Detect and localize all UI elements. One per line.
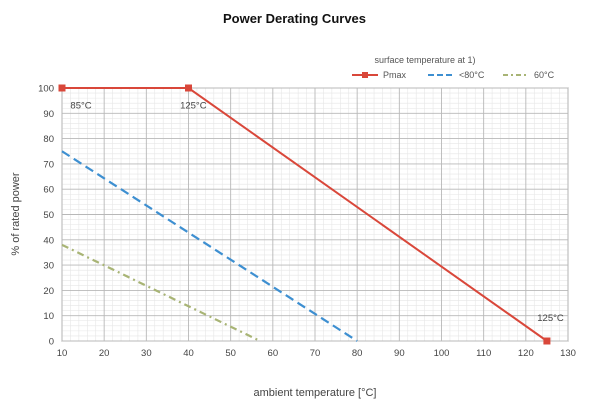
- x-axis-label: ambient temperature [°C]: [253, 387, 376, 399]
- data-point-marker: [543, 337, 551, 345]
- y-tick-label: 20: [43, 286, 54, 297]
- annotation-label: 125°C: [180, 101, 207, 112]
- legend-entry: 60°C: [534, 70, 555, 80]
- y-tick-label: 0: [49, 337, 54, 348]
- annotations: 85°C 125°C 125°C: [70, 101, 563, 325]
- grid: [61, 87, 569, 342]
- y-tick-label: 30: [43, 261, 54, 272]
- x-tick-label: 130: [560, 348, 576, 359]
- x-tick-label: 120: [518, 348, 534, 359]
- x-tick-label: 10: [57, 348, 68, 359]
- x-tick-label: 20: [99, 348, 110, 359]
- legend-entry: Pmax: [383, 70, 407, 80]
- x-tick-label: 100: [434, 348, 450, 359]
- x-tick-label: 70: [310, 348, 321, 359]
- x-tick-label: 30: [141, 348, 152, 359]
- series-line-60c: [61, 243, 261, 342]
- x-tick-label: 80: [352, 348, 363, 359]
- data-point-marker: [58, 84, 66, 92]
- y-tick-label: 80: [43, 134, 54, 145]
- data-point-marker: [185, 84, 192, 92]
- y-tick-label: 40: [43, 235, 54, 246]
- legend-marker: [362, 72, 368, 78]
- legend: surface temperature at 1) Pmax <80°C 60°C: [352, 55, 555, 80]
- y-tick-label: 10: [43, 311, 54, 322]
- legend-title: surface temperature at 1): [374, 55, 475, 65]
- chart-title: Power Derating Curves: [222, 11, 367, 26]
- y-tick-label: 90: [43, 109, 54, 120]
- y-tick-label: 60: [43, 185, 54, 196]
- y-tick-label: 50: [43, 210, 54, 221]
- x-tick-label: 110: [476, 348, 491, 359]
- annotation-label: 125°C: [537, 313, 564, 324]
- annotation-label: 85°C: [70, 101, 91, 112]
- x-tick-label: 90: [394, 348, 405, 359]
- x-tick-label: 60: [268, 348, 279, 359]
- y-tick-label: 70: [43, 159, 54, 170]
- legend-entry: <80°C: [459, 70, 485, 80]
- tick-labels: 10 20 30 40 50 60 70 80 90 100 110 120 1300102030405…: [38, 84, 576, 360]
- x-tick-label: 50: [225, 348, 236, 359]
- series-line-80c: [61, 150, 358, 342]
- y-axis-label: % of rated power: [10, 172, 22, 255]
- y-tick-label: 100: [38, 84, 54, 95]
- series-group: [58, 84, 551, 345]
- x-tick-label: 40: [183, 348, 194, 359]
